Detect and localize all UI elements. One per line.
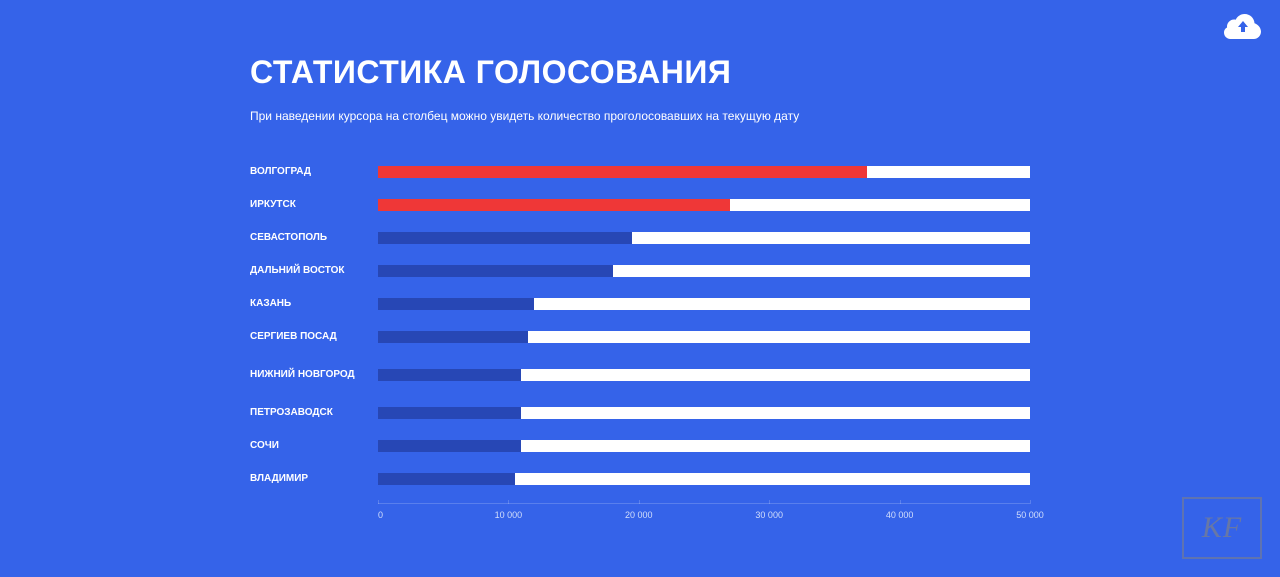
page-subtitle: При наведении курсора на столбец можно у… <box>250 109 1030 123</box>
bar-track[interactable] <box>378 407 1030 419</box>
bar-track[interactable] <box>378 473 1030 485</box>
bar-row: ВЛАДИМИР <box>250 470 1030 488</box>
x-axis: 010 00020 00030 00040 00050 000 <box>378 503 1030 533</box>
tick-line <box>639 500 640 504</box>
bar-fill <box>378 369 521 381</box>
bar-label: НИЖНИЙ НОВГОРОД <box>250 369 378 381</box>
bar-fill <box>378 407 521 419</box>
bar-fill <box>378 166 867 178</box>
bar-label: ВОЛГОГРАД <box>250 166 378 178</box>
chart-container: СТАТИСТИКА ГОЛОСОВАНИЯ При наведении кур… <box>250 54 1030 533</box>
bar-track[interactable] <box>378 369 1030 381</box>
bar-row: СЕРГИЕВ ПОСАД <box>250 328 1030 346</box>
bar-row: НИЖНИЙ НОВГОРОД <box>250 361 1030 389</box>
bar-label: СЕВАСТОПОЛЬ <box>250 232 378 244</box>
bar-label: СОЧИ <box>250 440 378 452</box>
bar-track[interactable] <box>378 331 1030 343</box>
voting-bar-chart: ВОЛГОГРАД ИРКУТСК СЕВАСТОПОЛЬ ДАЛЬНИЙ ВОСТО… <box>250 163 1030 488</box>
watermark-text: KF <box>1202 511 1242 545</box>
bar-row: СОЧИ <box>250 437 1030 455</box>
bar-row: ДАЛЬНИЙ ВОСТОК <box>250 262 1030 280</box>
bar-fill <box>378 440 521 452</box>
bar-row: СЕВАСТОПОЛЬ <box>250 229 1030 247</box>
bar-label: ПЕТРОЗАВОДСК <box>250 407 378 419</box>
bar-track[interactable] <box>378 298 1030 310</box>
tick-label: 10 000 <box>495 510 523 520</box>
watermark: KF <box>1182 497 1262 559</box>
tick-label: 30 000 <box>755 510 783 520</box>
tick-line <box>1030 500 1031 504</box>
page-title: СТАТИСТИКА ГОЛОСОВАНИЯ <box>250 54 1030 91</box>
tick-line <box>508 500 509 504</box>
bar-track[interactable] <box>378 440 1030 452</box>
bar-fill <box>378 265 613 277</box>
bar-fill <box>378 232 632 244</box>
tick-line <box>769 500 770 504</box>
upload-cloud-icon[interactable] <box>1224 12 1262 40</box>
bar-label: КАЗАНЬ <box>250 298 378 310</box>
tick-label: 0 <box>378 510 383 520</box>
bar-fill <box>378 298 534 310</box>
bar-track[interactable] <box>378 199 1030 211</box>
bar-track[interactable] <box>378 265 1030 277</box>
bar-fill <box>378 331 528 343</box>
bar-track[interactable] <box>378 232 1030 244</box>
bar-row: КАЗАНЬ <box>250 295 1030 313</box>
tick-line <box>900 500 901 504</box>
bar-label: ВЛАДИМИР <box>250 473 378 485</box>
tick-line <box>378 500 379 504</box>
bar-track[interactable] <box>378 166 1030 178</box>
bar-label: СЕРГИЕВ ПОСАД <box>250 331 378 343</box>
bar-row: ПЕТРОЗАВОДСК <box>250 404 1030 422</box>
tick-label: 40 000 <box>886 510 914 520</box>
bar-fill <box>378 199 730 211</box>
tick-label: 50 000 <box>1016 510 1044 520</box>
bar-row: ВОЛГОГРАД <box>250 163 1030 181</box>
bar-label: ИРКУТСК <box>250 199 378 211</box>
tick-label: 20 000 <box>625 510 653 520</box>
bar-label: ДАЛЬНИЙ ВОСТОК <box>250 265 378 277</box>
bar-row: ИРКУТСК <box>250 196 1030 214</box>
bar-fill <box>378 473 515 485</box>
